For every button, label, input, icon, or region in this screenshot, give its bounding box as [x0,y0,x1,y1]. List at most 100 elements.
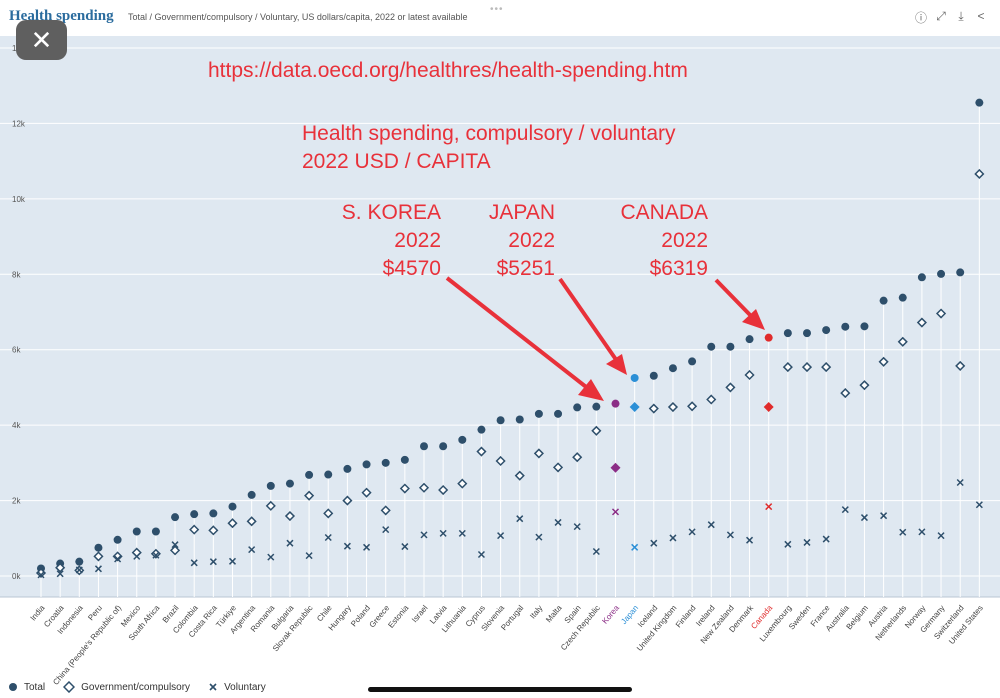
total-point [132,527,141,536]
government-point [955,360,966,371]
annotation-layer: https://data.oecd.org/healthres/health-s… [208,59,765,401]
legend-voluntary[interactable]: Voluntary [208,682,266,693]
share-icon[interactable]: < [977,9,985,23]
voluntary-point [286,539,294,547]
y-tick-label: 0k [12,572,21,581]
total-point [937,269,946,278]
download-icon[interactable]: ⤓ [958,9,964,23]
y-tick-label: 12k [12,119,26,128]
total-point [496,416,505,425]
government-point [648,403,659,414]
total-point [400,455,409,464]
voluntary-point [324,534,332,542]
total-point [841,322,850,331]
close-button[interactable]: ✕ [16,20,67,60]
x-tick-label: Finland [674,604,698,630]
government-point [208,525,219,536]
voluntary-point [918,528,926,536]
voluntary-point [248,546,256,554]
government-point [859,380,870,391]
total-point [343,464,352,473]
korea-label-2: 2022 [394,229,441,252]
voluntary-point [420,531,428,539]
home-indicator[interactable] [368,687,632,692]
expand-icon[interactable]: ⤢ [936,9,946,23]
voluntary-point [94,565,102,573]
government-point [897,336,908,347]
total-point [956,268,965,277]
total-point [171,513,180,522]
voluntary-point [401,543,409,551]
total-point [764,333,773,342]
government-point [112,551,123,562]
x-tick-label: Peru [86,604,104,623]
total-point [917,273,926,282]
y-tick-label: 8k [12,270,21,279]
voluntary-point [56,570,64,578]
total-point [860,322,869,331]
canada-label-3: $6319 [650,257,708,280]
total-point [420,442,428,451]
voluntary-point [209,558,217,566]
voluntary-point [956,478,964,486]
voluntary-point [765,503,773,511]
voluntary-point [746,536,754,544]
total-point [515,415,524,424]
government-point [227,518,238,529]
government-point [265,500,276,511]
voluntary-point [573,523,581,531]
voluntary-point [669,534,677,542]
voluntary-point [841,506,849,514]
info-icon[interactable]: ⓘ [914,11,927,25]
legend-voluntary-marker [209,683,217,691]
korea-label-1: S. KOREA [342,201,441,224]
x-tick-label: Israel [410,603,430,624]
total-point [554,409,563,418]
voluntary-point [114,555,122,563]
government-point [304,490,315,501]
government-point [629,402,640,413]
total-point [209,509,218,518]
government-point [514,470,525,481]
total-point [611,399,620,408]
total-point [822,326,831,335]
voluntary-point [688,528,696,536]
government-point [572,452,583,463]
voluntary-point [822,535,830,543]
voluntary-point [305,552,313,560]
voluntary-point [880,512,888,520]
government-point [189,524,200,535]
voluntary-point [343,542,351,550]
legend-government-label: Government/compulsory [81,681,191,693]
total-point [745,335,754,344]
canada-arrow [714,278,765,330]
total-point [630,373,639,382]
voluntary-point [37,571,45,579]
government-point [342,495,353,506]
voluntary-point [267,553,275,561]
legend-government[interactable]: Government/compulsory [63,681,190,693]
voluntary-point [899,528,907,536]
government-point [667,401,679,413]
government-point [591,425,602,436]
voluntary-point [860,514,868,522]
total-point [439,442,448,451]
legend-total[interactable]: Total [8,682,45,693]
voluntary-point [75,566,83,574]
voluntary-point [726,531,734,539]
government-point [169,545,181,556]
government-point [246,516,257,527]
japan-label-1: JAPAN [489,201,555,224]
government-point [533,448,544,459]
drag-handle[interactable]: ••• [490,4,504,15]
total-point [324,470,333,479]
korea-arrow [445,276,604,401]
x-tick-label: Italy [528,604,544,621]
government-point [323,508,334,519]
government-point [821,362,832,373]
y-tick-label: 6k [12,346,21,355]
government-point [801,362,813,373]
chart-legend: Total Government/compulsory Voluntary [8,681,266,693]
total-point [151,527,160,536]
total-point [94,543,103,552]
